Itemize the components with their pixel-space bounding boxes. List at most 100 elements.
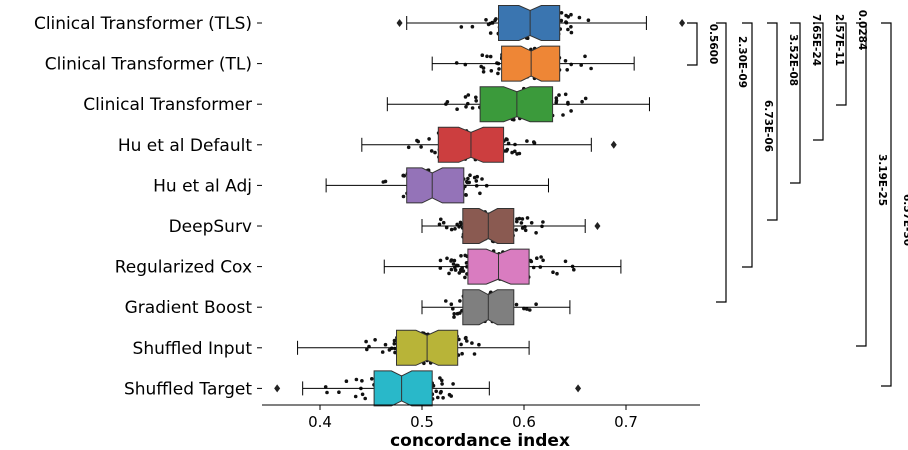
swarm-point (470, 24, 475, 29)
swarm-point (514, 228, 518, 232)
swarm-point (566, 14, 570, 19)
swarm-point (557, 93, 561, 97)
outlier-point (274, 384, 281, 393)
swarm-point (449, 302, 454, 307)
swarm-point (454, 61, 459, 65)
swarm-point (551, 270, 555, 275)
swarm-point (419, 145, 423, 149)
swarm-point (515, 219, 519, 224)
significance-bracket (767, 22, 778, 221)
swarm-point (520, 217, 525, 221)
swarm-point (459, 342, 463, 347)
swarm-point (514, 302, 519, 307)
swarm-point (474, 99, 479, 103)
swarm-point (510, 150, 514, 155)
swarm-point (580, 99, 584, 104)
significance-bracket (836, 22, 847, 106)
swarm-point (468, 173, 472, 177)
category-label: Shuffled Input (133, 339, 253, 359)
swarm-point (392, 341, 397, 346)
significance-bracket (790, 22, 801, 184)
swarm-point (441, 396, 445, 400)
swarm-point (325, 390, 329, 395)
swarm-point (360, 392, 365, 397)
swarm-point (387, 348, 392, 352)
swarm-point (439, 217, 443, 222)
swarm-point (344, 379, 349, 384)
swarm-point (535, 256, 539, 261)
swarm-point (566, 27, 570, 32)
swarm-point (463, 95, 468, 99)
swarm-point (451, 262, 456, 266)
category-label: Gradient Boost (125, 298, 253, 318)
swarm-point (529, 221, 534, 225)
swarm-point (363, 396, 368, 401)
swarm-point (481, 70, 486, 74)
x-tick-label: 0.7 (614, 413, 638, 431)
swarm-point (449, 394, 454, 398)
swarm-point (441, 220, 446, 225)
swarm-point (463, 336, 468, 341)
swarm-point (569, 109, 573, 113)
swarm-point (528, 308, 532, 312)
significance-brackets: 0.5600 2.30E-09 6.73E-06 3.52E-08 7.65E-24 2.… (687, 10, 908, 387)
swarm-point (444, 225, 449, 230)
swarm-point (515, 152, 519, 156)
swarm-point (493, 18, 497, 23)
category-label: Shuffled Target (124, 379, 252, 399)
swarm-point (406, 145, 411, 150)
swarm-point (323, 385, 328, 389)
swarm-point (565, 68, 569, 72)
category-label: Clinical Transformer (TLS) (34, 14, 252, 34)
swarm-point (460, 351, 464, 356)
swarm-point (433, 150, 437, 155)
swarm-point (583, 96, 588, 101)
p-value-label: 2.30E-09 (736, 36, 748, 88)
box-group (274, 5, 686, 407)
outlier-point (679, 19, 686, 27)
swarm-point (480, 53, 485, 57)
swarm-point (569, 30, 574, 35)
swarm-point (373, 338, 377, 342)
swarm-point (534, 302, 538, 307)
swarm-point (360, 379, 364, 383)
swarm-point (472, 175, 477, 180)
swarm-point (555, 271, 559, 276)
swarm-point (474, 95, 478, 100)
swarm-point (525, 216, 530, 220)
swarm-point (439, 389, 443, 394)
swarm-point (506, 141, 511, 146)
p-value-label: 0.5600 (707, 24, 719, 65)
category-label: Regularized Cox (115, 258, 252, 278)
category-label: Clinical Transformer (TL) (45, 55, 252, 75)
swarm-point (451, 382, 455, 386)
category-label: Hu et al Adj (153, 176, 252, 196)
p-value-label: 7.65E-24 (810, 14, 822, 66)
swarm-point (463, 275, 467, 280)
swarm-point (464, 193, 468, 197)
swarm-point (452, 258, 457, 263)
swarm-point (470, 106, 475, 110)
swarm-point (579, 63, 583, 67)
significance-bracket (813, 22, 824, 141)
swarm-point (532, 140, 536, 144)
category-labels: Clinical Transformer (TLS) Clinical Trans… (34, 14, 262, 399)
swarm-point (365, 347, 369, 352)
swarm-point (577, 15, 582, 20)
p-value-label: 3.52E-08 (787, 34, 799, 86)
swarm-point (496, 71, 500, 76)
swarm-point (464, 105, 468, 109)
swarm-point (485, 54, 489, 59)
swarm-point (337, 390, 341, 395)
swarm-point (504, 137, 509, 141)
swarm-point (440, 378, 444, 383)
swarm-point (459, 222, 463, 226)
swarm-point (455, 107, 459, 111)
swarm-point (488, 54, 493, 59)
swarm-point (484, 18, 488, 22)
swarm-point (572, 267, 576, 272)
swarm-point (561, 113, 565, 117)
swarm-point (438, 266, 443, 270)
x-tick-label: 0.6 (512, 413, 536, 431)
